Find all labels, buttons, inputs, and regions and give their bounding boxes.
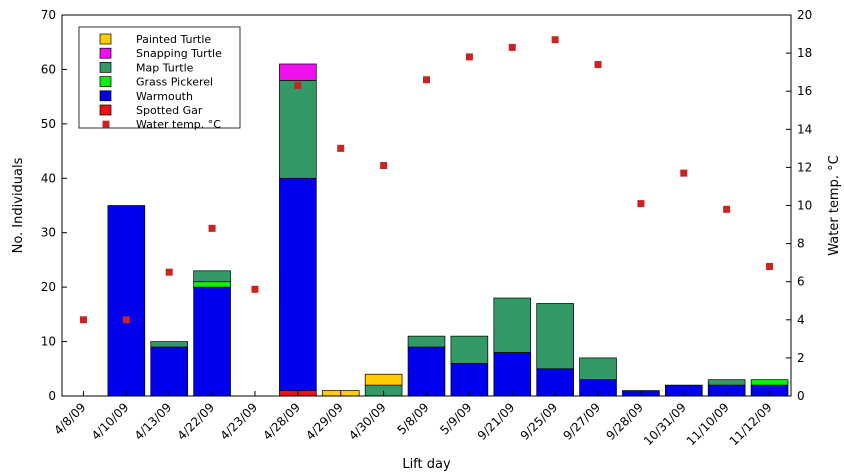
bar-segment (579, 357, 617, 381)
temperature-point (508, 43, 516, 51)
left-y-axis: 0 10 20 30 40 50 60 70 (41, 8, 67, 403)
bar-segment (536, 303, 574, 370)
bar-segment (493, 352, 532, 397)
x-tick-label: 5/9/09 (437, 400, 474, 437)
temperature-point (337, 144, 345, 152)
legend-label: Map Turtle (136, 61, 194, 74)
temperature-point (465, 53, 473, 61)
right-tick-label: 10 (797, 199, 812, 213)
right-tick-label: 8 (797, 237, 805, 251)
bar-segment (150, 346, 188, 397)
left-tick-label: 40 (41, 171, 56, 185)
x-tick-label: 4/30/09 (346, 400, 389, 443)
legend-label: Water temp. °C (136, 118, 221, 131)
temperature-point (723, 205, 731, 213)
left-tick-label: 20 (41, 280, 56, 294)
x-tick-label: 9/28/09 (603, 400, 646, 443)
right-tick-label: 18 (797, 46, 812, 60)
legend-label: Snapping Turtle (136, 47, 222, 60)
legend-swatch-water-temp (102, 120, 110, 128)
x-tick-label: 11/10/09 (684, 400, 732, 448)
bar-segment (407, 346, 446, 397)
legend-swatch (99, 90, 112, 102)
x-tick-label: 4/22/09 (175, 400, 218, 443)
x-tick-label: 9/27/09 (561, 400, 604, 443)
left-y-axis-title: No. Individuals (11, 157, 26, 253)
bar-segment (279, 79, 317, 179)
bar-segment (193, 270, 231, 283)
temperature-point (79, 316, 87, 324)
x-tick-label: 4/28/09 (260, 400, 303, 443)
right-tick-label: 20 (797, 8, 812, 22)
left-tick-label: 50 (41, 117, 56, 131)
right-tick-label: 0 (797, 389, 805, 403)
x-tick-label: 4/29/09 (303, 400, 346, 443)
bar-segment (279, 177, 317, 391)
bar-segment (493, 297, 532, 353)
temperature-point (680, 169, 688, 177)
bar-segment (750, 379, 789, 386)
temperature-point (766, 262, 774, 270)
temperature-point (551, 36, 559, 44)
legend-label: Grass Pickerel (136, 76, 213, 89)
x-axis-title: Lift day (402, 457, 451, 472)
right-tick-label: 6 (797, 275, 805, 289)
x-axis: 4/8/09 4/10/09 4/13/09 4/22/09 4/23/09 4/28/0… (51, 391, 775, 448)
temperature-point (165, 268, 173, 276)
x-tick-label: 4/13/09 (132, 400, 175, 443)
right-y-axis: 0 2 4 6 8 10 12 14 16 18 20 (786, 8, 812, 403)
bar-segment (150, 341, 188, 348)
x-tick-label: 9/25/09 (518, 400, 561, 443)
legend-label: Painted Turtle (136, 33, 211, 46)
temperature-point (423, 76, 430, 84)
x-tick-label: 4/10/09 (89, 400, 132, 443)
right-tick-label: 12 (797, 160, 812, 174)
right-tick-label: 16 (797, 84, 812, 98)
temperature-point (251, 285, 259, 293)
temperature-point (122, 316, 130, 324)
left-tick-label: 10 (41, 335, 56, 349)
x-tick-label: 9/21/09 (475, 400, 518, 443)
temperature-point (637, 200, 645, 208)
bar-segment (193, 281, 231, 288)
bar-segment (279, 63, 317, 81)
temperature-point (208, 224, 216, 232)
legend-label: Spotted Gar (136, 104, 203, 117)
temperature-point (594, 61, 602, 69)
x-tick-label: 4/23/09 (217, 400, 260, 443)
temperature-point (294, 81, 302, 89)
x-tick-label: 5/8/09 (394, 400, 431, 437)
right-tick-label: 14 (797, 122, 812, 136)
legend-swatch (99, 104, 112, 116)
bar-segment (364, 373, 403, 386)
left-tick-label: 30 (41, 226, 56, 240)
legend-swatch (99, 33, 112, 45)
x-tick-label: 10/31/09 (641, 400, 689, 448)
bar-segment (707, 379, 746, 386)
legend-swatch (99, 47, 112, 59)
temperature-points-layer (79, 36, 774, 324)
x-tick-label: 4/8/09 (51, 400, 88, 437)
temperature-point (380, 161, 388, 169)
right-tick-label: 2 (797, 351, 805, 365)
left-tick-label: 0 (48, 389, 56, 403)
left-tick-label: 60 (41, 62, 56, 76)
legend-label: Warmouth (136, 90, 193, 103)
bar-segment (107, 205, 146, 397)
x-tick-label: 11/12/09 (727, 400, 775, 448)
left-tick-label: 70 (41, 8, 56, 22)
right-tick-label: 4 (797, 313, 805, 327)
right-y-axis-title: Water temp. °C (827, 155, 842, 255)
legend-swatch (99, 62, 112, 73)
bar-segment (407, 335, 446, 348)
bar-segment (450, 335, 489, 364)
bar-segment (450, 362, 489, 397)
legend-swatch (99, 76, 112, 87)
bar-segment (193, 286, 231, 397)
